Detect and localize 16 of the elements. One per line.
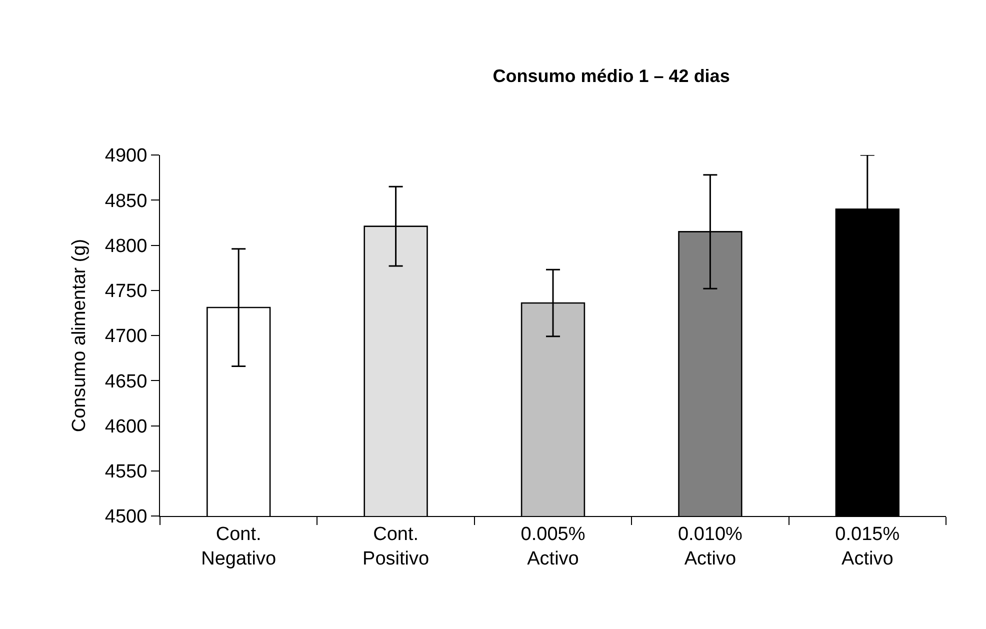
x-tick-label: Cont. Positivo — [362, 524, 430, 570]
chart-title: Consumo médio 1 – 42 dias — [492, 66, 730, 86]
y-tick-label: 4900 — [104, 146, 148, 167]
y-tick-label: 4500 — [104, 506, 148, 528]
y-tick-label: 4550 — [104, 462, 148, 483]
y-tick-label: 4750 — [104, 281, 148, 302]
x-tick-label: 0.005% Activo — [520, 524, 586, 570]
x-tick-label: Cont. Negativo — [201, 524, 276, 570]
x-tick-label: 0.010% Activo — [678, 524, 743, 570]
y-tick-label: 4850 — [104, 190, 148, 212]
y-tick-label: 4700 — [104, 326, 148, 348]
y-tick-label: 4600 — [104, 416, 148, 438]
x-tick-label: 0.015% Activo — [835, 524, 900, 570]
y-tick-label: 4800 — [104, 236, 148, 257]
y-axis-title: Consumo alimentar (g) — [68, 238, 90, 432]
y-tick-label: 4650 — [104, 371, 148, 392]
